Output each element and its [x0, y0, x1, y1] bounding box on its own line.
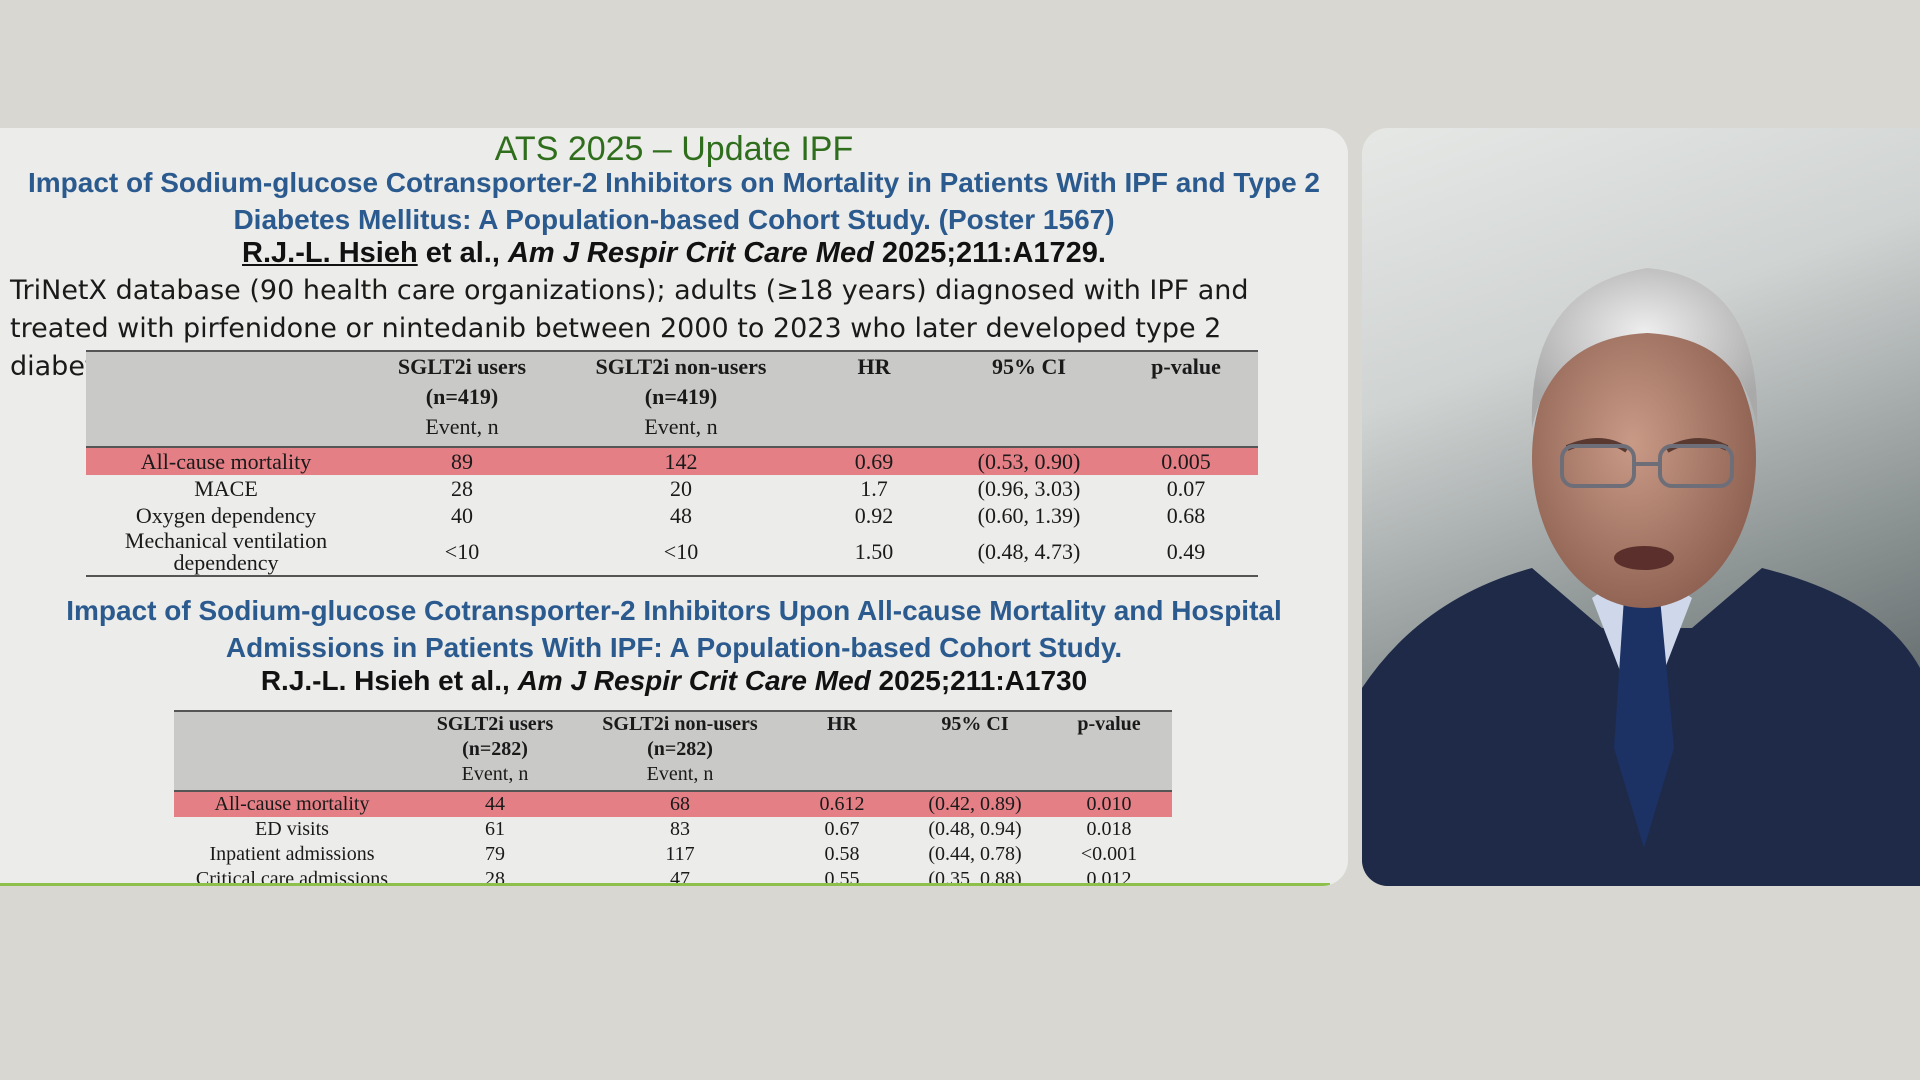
table-row: Mechanical ventilation dependency <10 <1… [86, 529, 1258, 576]
table-row: MACE 28 20 1.7 (0.96, 3.03) 0.07 [86, 475, 1258, 502]
table-cell: 0.005 [1114, 447, 1258, 475]
table-cell: (0.44, 0.78) [928, 843, 1022, 865]
table-cell: 142 [558, 447, 804, 475]
table-header-cell: SGLT2i non-users (n=282) Event, n [580, 711, 780, 791]
table-header-cell: SGLT2i users (n=282) Event, n [410, 711, 580, 791]
table-cell: 61 [485, 818, 505, 840]
table-cell: 0.49 [1166, 539, 1206, 564]
table-row: Critical care admissions 28 47 0.55 (0.3… [174, 867, 1172, 886]
table-cell: 0.018 [1086, 818, 1132, 840]
table-cell: (0.35, 0.88) [928, 868, 1022, 886]
table-header-cell: p-value [1114, 351, 1258, 447]
table-cell: (0.48, 0.94) [928, 818, 1022, 840]
table-cell: Oxygen dependency [135, 503, 317, 528]
table-cell: Inpatient admissions [209, 843, 375, 865]
study1-results-table: SGLT2i users (n=419) Event, n SGLT2i non-u… [86, 350, 1258, 577]
study1-ref: 2025;211:A1729. [873, 237, 1106, 269]
study2-ref: 2025;211:A1730 [870, 665, 1088, 696]
table-cell: 44 [410, 791, 580, 817]
study1-author-suffix: et al., [417, 237, 508, 269]
table-cell: 89 [366, 447, 558, 475]
table-cell: MACE [194, 476, 258, 501]
table-row: Oxygen dependency 40 48 0.92 (0.60, 1.39… [86, 502, 1258, 529]
study2-author-suffix: et al., [430, 665, 518, 696]
table-cell: 83 [670, 818, 690, 840]
study2-journal: Am J Respir Crit Care Med [517, 665, 871, 696]
table-cell: ED visits [255, 818, 329, 840]
table-cell: 0.68 [1166, 503, 1206, 528]
table-cell: All-cause mortality [86, 447, 366, 475]
table-cell: <0.001 [1080, 843, 1138, 865]
table-cell: 47 [670, 868, 690, 886]
table-cell: 28 [485, 868, 505, 886]
study2-title: Impact of Sodium-glucose Cotransporter-2… [66, 595, 1282, 663]
study2-author: R.J.-L. Hsieh [260, 665, 431, 696]
table-cell: 0.010 [1046, 791, 1172, 817]
table-cell: 40 [451, 503, 473, 528]
table-cell: 0.55 [824, 868, 860, 886]
study1-journal: Am J Respir Crit Care Med [507, 237, 874, 269]
study1-title: Impact of Sodium-glucose Cotransporter-2… [28, 167, 1320, 235]
table-cell: 28 [451, 476, 473, 501]
table-cell: (0.60, 1.39) [977, 503, 1081, 528]
table-header-cell: HR [804, 351, 944, 447]
table-header-cell: p-value [1046, 711, 1172, 791]
table-cell: <10 [663, 539, 699, 564]
table-row: ED visits 61 83 0.67 (0.48, 0.94) 0.018 [174, 817, 1172, 842]
table-cell: 79 [485, 843, 505, 865]
table-header-cell: 95% CI [904, 711, 1046, 791]
table-header-cell [174, 711, 410, 791]
table-row: Inpatient admissions 79 117 0.58 (0.44, … [174, 842, 1172, 867]
table-cell: Mechanical ventilation dependency [124, 528, 328, 575]
table-cell: 0.012 [1086, 868, 1132, 886]
table-row: All-cause mortality 44 68 0.612 (0.42, 0… [174, 791, 1172, 817]
table-header-row: SGLT2i users (n=419) Event, n SGLT2i non-u… [86, 351, 1258, 447]
table-cell: 1.50 [854, 539, 894, 564]
table-cell: 117 [665, 843, 695, 865]
speaker-video-feed [1362, 128, 1920, 886]
table-cell: Critical care admissions [195, 868, 389, 886]
table-row: All-cause mortality 89 142 0.69 (0.53, 0… [86, 447, 1258, 475]
table-header-cell: HR [780, 711, 904, 791]
table-cell: All-cause mortality [174, 791, 410, 817]
table-cell: (0.96, 3.03) [977, 476, 1081, 501]
table-header-cell [86, 351, 366, 447]
table-header-cell: SGLT2i non-users (n=419) Event, n [558, 351, 804, 447]
table-cell: 68 [580, 791, 780, 817]
table-cell: <10 [444, 539, 480, 564]
table-header-cell: 95% CI [944, 351, 1114, 447]
table-cell: 48 [670, 503, 692, 528]
study2-results-table: SGLT2i users (n=282) Event, n SGLT2i non-u… [174, 710, 1172, 886]
table-header-row: SGLT2i users (n=282) Event, n SGLT2i non-u… [174, 711, 1172, 791]
table-cell: 0.69 [804, 447, 944, 475]
study2-citation: R.J.-L. Hsieh et al., Am J Respir Crit C… [0, 665, 1348, 697]
table-cell: (0.48, 4.73) [977, 539, 1081, 564]
speaker-video-icon [1362, 268, 1920, 886]
table-cell: 0.92 [854, 503, 894, 528]
conference-title: ATS 2025 – Update IPF [494, 130, 854, 168]
table-cell: 20 [670, 476, 692, 501]
study1-citation: R.J.-L. Hsieh et al., Am J Respir Crit C… [0, 237, 1348, 270]
table-cell: 0.67 [824, 818, 860, 840]
table-cell: 0.612 [780, 791, 904, 817]
table-cell: 1.7 [860, 476, 888, 501]
presentation-slide: ATS 2025 – Update IPF Impact of Sodium-g… [0, 128, 1348, 886]
table-cell: (0.42, 0.89) [904, 791, 1046, 817]
table-cell: 0.07 [1166, 476, 1206, 501]
slide-bottom-line [0, 883, 1330, 886]
study1-author: R.J.-L. Hsieh [242, 237, 418, 269]
table-header-cell: SGLT2i users (n=419) Event, n [366, 351, 558, 447]
table-cell: (0.53, 0.90) [944, 447, 1114, 475]
table-cell: 0.58 [824, 843, 860, 865]
